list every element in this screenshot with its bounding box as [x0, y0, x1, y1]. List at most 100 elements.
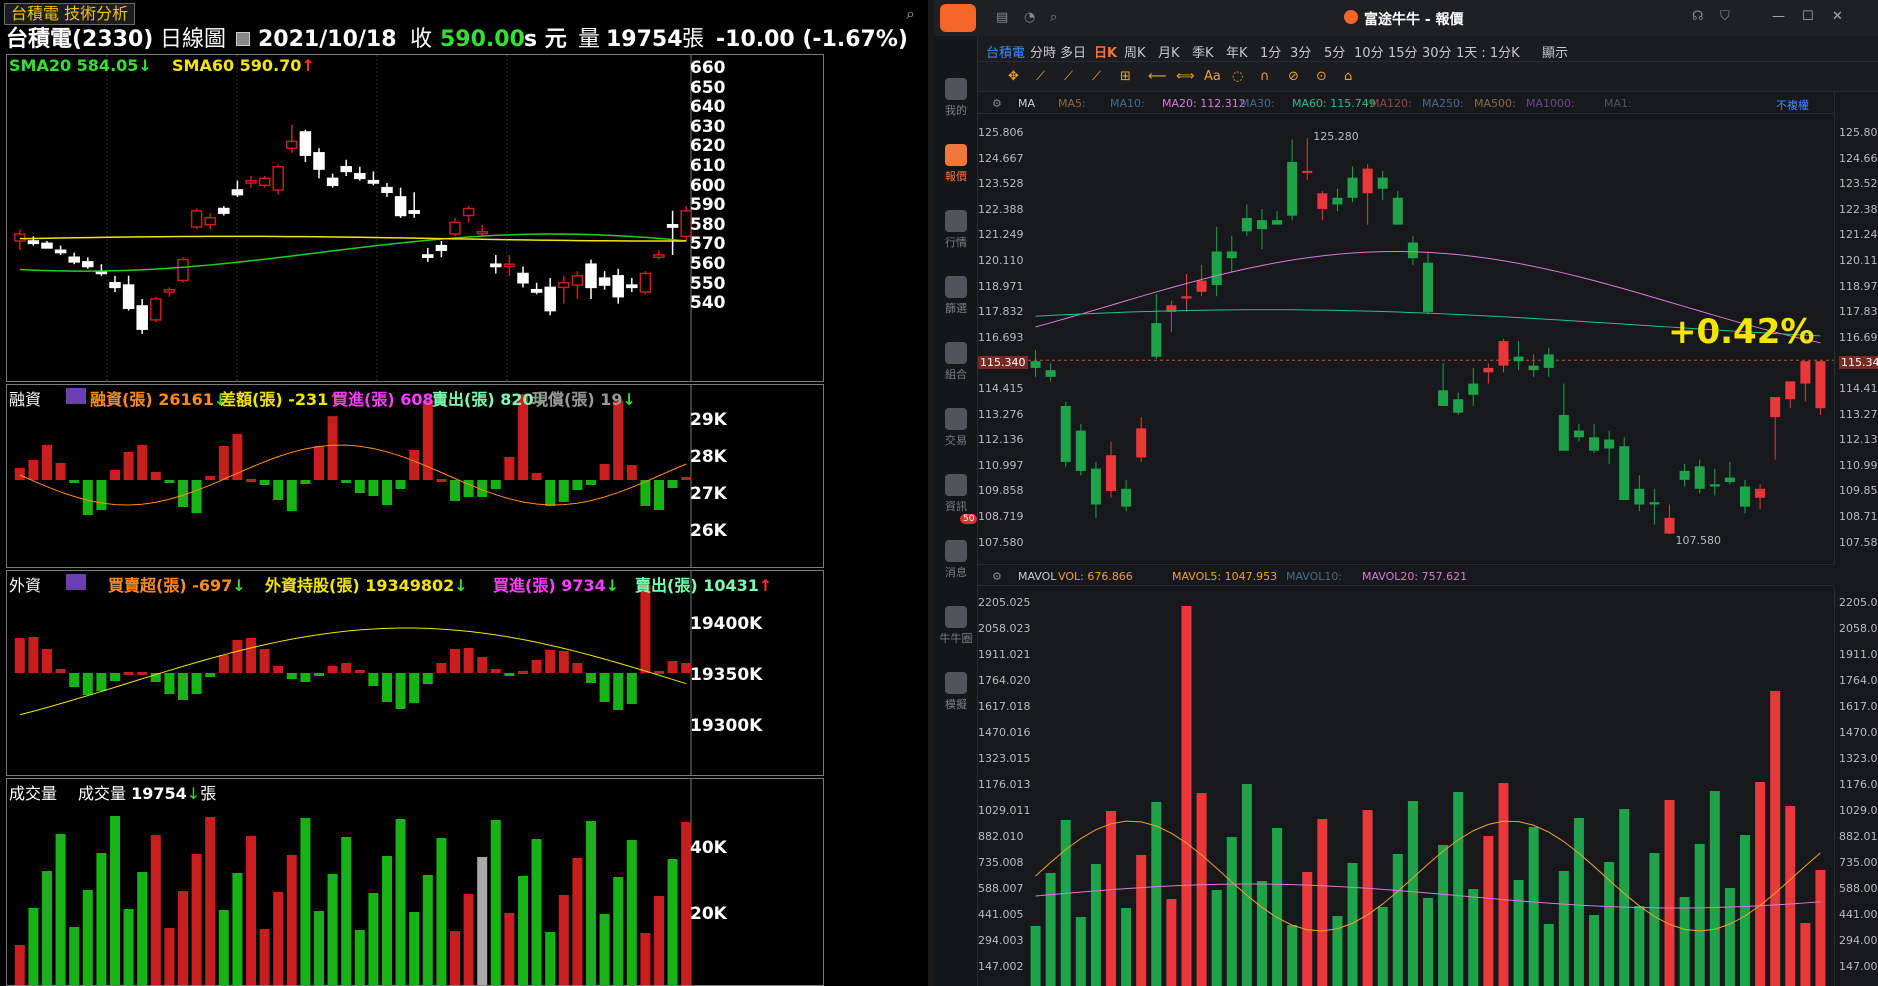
volume-panel[interactable]: [1022, 586, 1834, 986]
mavol-label[interactable]: MAVOL: [1018, 570, 1057, 583]
high-price-label: 125.280: [1313, 130, 1359, 143]
sidebar-item-3[interactable]: 篩選: [934, 270, 978, 328]
kline-body: [1573, 430, 1584, 438]
foreign-bar: [314, 673, 324, 676]
sidebar-item-5[interactable]: 交易: [934, 402, 978, 460]
tab-stock[interactable]: 台積電: [986, 46, 1026, 61]
sidebar-item-8[interactable]: 牛牛圈: [934, 600, 978, 658]
price-axis-right-label: 107.580: [1839, 535, 1878, 549]
drawing-tool-icon[interactable]: ⊘: [1288, 69, 1299, 84]
drawing-tool-icon[interactable]: ◌: [1232, 69, 1244, 84]
drawing-tool-icon[interactable]: ⟋: [1064, 69, 1074, 84]
drawing-tool-icon[interactable]: ⟋: [1036, 69, 1046, 84]
sidebar-item-1[interactable]: 報價: [934, 138, 978, 196]
foreign-bar: [599, 673, 610, 702]
tab-13[interactable]: 1天 : 1分K: [1456, 46, 1520, 61]
tab-5[interactable]: 季K: [1192, 46, 1214, 61]
tab-6[interactable]: 年K: [1226, 46, 1248, 61]
sidebar-item-6[interactable]: 資訊: [934, 468, 978, 526]
drawing-tool-icon[interactable]: ⊙: [1316, 69, 1327, 84]
ma-item[interactable]: MA10:: [1110, 97, 1145, 110]
maximize-icon[interactable]: ☐: [1802, 9, 1814, 24]
tab-7[interactable]: 1分: [1260, 46, 1282, 61]
mavol-item[interactable]: MAVOL5: 1047.953: [1172, 570, 1278, 583]
price-panel[interactable]: [6, 54, 824, 382]
price-axis-left-label: 113.276: [978, 407, 1024, 421]
tab-1[interactable]: 多日: [1060, 46, 1087, 61]
bell-icon[interactable]: ◔: [1024, 10, 1036, 25]
search-icon[interactable]: ⌕: [906, 4, 915, 23]
ma-item[interactable]: MA1:: [1604, 97, 1632, 110]
window-divider[interactable]: [928, 0, 934, 986]
minimize-icon[interactable]: —: [1772, 9, 1785, 24]
drawing-tool-icon[interactable]: Aa: [1204, 69, 1221, 84]
margin-bar: [490, 480, 501, 489]
sidebar-item-4[interactable]: 組合: [934, 336, 978, 394]
drawing-tool-icon[interactable]: ⌂: [1344, 69, 1353, 84]
sidebar-item-0[interactable]: 我的: [934, 72, 978, 130]
ma-settings-icon[interactable]: ⚙: [992, 97, 1002, 110]
sidebar-item-9[interactable]: 模擬: [934, 666, 978, 724]
window-tab-title[interactable]: 台積電 技術分析: [4, 3, 136, 25]
foreign-panel[interactable]: [6, 570, 824, 776]
drawing-tool-icon[interactable]: ⟋: [1092, 69, 1102, 84]
close-icon[interactable]: ✕: [1832, 9, 1843, 24]
mavol-item[interactable]: MAVOL10:: [1286, 570, 1343, 583]
ma-item[interactable]: MA60: 115.749: [1292, 97, 1376, 110]
vol-bar: [1800, 923, 1811, 986]
drawing-tool-icon[interactable]: ∩: [1260, 69, 1270, 84]
mavol-item[interactable]: VOL: 676.866: [1058, 570, 1133, 583]
price-axis-right-label: 115.340: [1839, 356, 1878, 370]
sidebar-item-2[interactable]: 行情: [934, 204, 978, 262]
ma-item[interactable]: MA5:: [1058, 97, 1086, 110]
ma-item[interactable]: MA20: 112.312: [1162, 97, 1246, 110]
mavol-bar: ⚙ MAVOL VOL: 676.866 MAVOL5: 1047.953 MAVO…: [978, 564, 1834, 586]
mavol-item[interactable]: MAVOL20: 757.621: [1362, 570, 1468, 583]
vol-bar: [1453, 792, 1464, 986]
kline-panel[interactable]: 125.280 107.580: [1022, 114, 1834, 564]
headset-icon[interactable]: ☊: [1692, 9, 1704, 24]
menu-icon[interactable]: ▤: [996, 10, 1009, 25]
foreign-field: 賣出(張) 10431↑: [635, 572, 772, 596]
sma20-label: SMA20 584.05↓: [9, 56, 152, 75]
tab-14[interactable]: 顯示: [1542, 46, 1569, 61]
shirt-icon[interactable]: ⛉: [1720, 9, 1730, 24]
volume-axis-left-label: 588.007: [978, 882, 1024, 895]
adjust-mode[interactable]: 不複權: [1776, 99, 1809, 112]
ma-item[interactable]: MA500:: [1474, 97, 1516, 110]
ma-item[interactable]: MA250:: [1422, 97, 1464, 110]
price-axis-right-label: 114.415: [1839, 382, 1878, 395]
tab-11[interactable]: 15分: [1388, 46, 1418, 61]
tab-12[interactable]: 30分: [1422, 46, 1452, 61]
kline-body: [1800, 361, 1811, 384]
tab-9[interactable]: 5分: [1324, 46, 1346, 61]
tab-8[interactable]: 3分: [1290, 46, 1312, 61]
drawing-tool-icon[interactable]: ⟵: [1148, 69, 1167, 84]
ma-item[interactable]: MA120:: [1370, 97, 1412, 110]
ma-label[interactable]: MA: [1018, 97, 1036, 110]
low-price-label: 107.580: [1676, 534, 1722, 547]
foreign-bar: [463, 648, 474, 673]
mavol-settings-icon[interactable]: ⚙: [992, 570, 1002, 583]
ma-item[interactable]: MA1000:: [1526, 97, 1575, 110]
period-dropdown-icon[interactable]: [236, 32, 250, 46]
drawing-tool-icon[interactable]: ⟺: [1176, 69, 1195, 84]
drawing-tool-icon[interactable]: ✥: [1008, 69, 1019, 84]
price-axis-left-label: 115.340: [978, 356, 1028, 370]
volume-panel[interactable]: [6, 778, 824, 986]
tab-0[interactable]: 分時: [1030, 46, 1057, 61]
drawing-tool-icon[interactable]: ⊞: [1120, 69, 1131, 84]
foreign-list-icon[interactable]: [66, 574, 86, 590]
margin-field-arrow: ↓: [433, 390, 448, 409]
search-icon[interactable]: ⌕: [1050, 10, 1058, 25]
tab-4[interactable]: 月K: [1158, 46, 1180, 61]
tab-2[interactable]: 日K: [1094, 46, 1118, 61]
foreign-bar: [191, 673, 202, 694]
margin-list-icon[interactable]: [66, 388, 86, 404]
tab-10[interactable]: 10分: [1354, 46, 1384, 61]
sidebar-item-7[interactable]: 消息: [934, 534, 978, 592]
foreign-field-label: 買進(張): [493, 576, 556, 595]
margin-panel[interactable]: [6, 384, 824, 568]
tab-3[interactable]: 周K: [1124, 46, 1146, 61]
ma-item[interactable]: MA30:: [1240, 97, 1275, 110]
